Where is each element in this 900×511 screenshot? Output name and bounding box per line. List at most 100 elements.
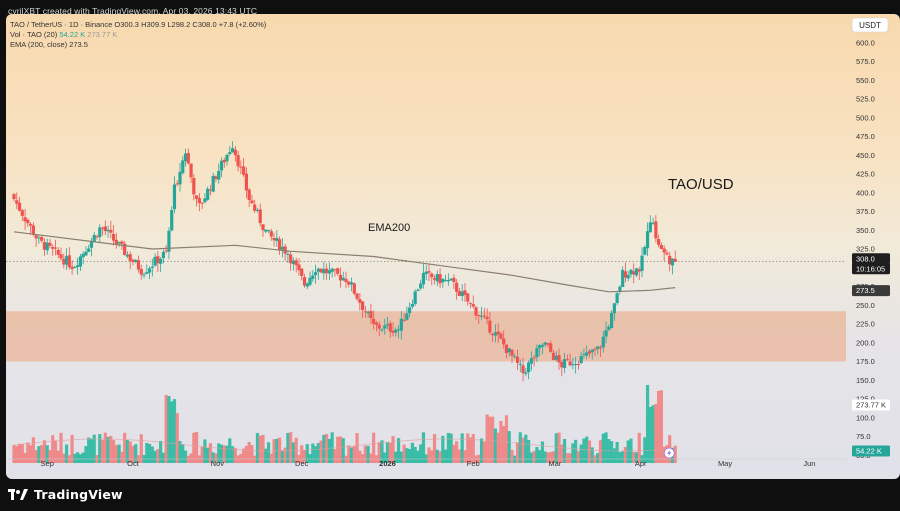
candle-body [601, 336, 605, 348]
volume-bar [576, 451, 580, 463]
currency-button[interactable] [851, 17, 889, 33]
x-tick-label: Mar [548, 459, 561, 468]
candle-body [26, 219, 30, 224]
candle-body [297, 264, 301, 271]
volume-bar [178, 441, 182, 463]
volume-bar [219, 444, 224, 463]
volume-bar [493, 428, 497, 463]
legend-low-label: L [167, 20, 172, 29]
candle-body [585, 352, 589, 356]
candle-body [189, 163, 193, 178]
candle-body [253, 204, 257, 211]
volume-bar [452, 444, 456, 463]
candle-body [385, 324, 390, 326]
volume-bar [347, 445, 351, 463]
volume-bar [255, 433, 260, 463]
volume-bar [239, 453, 243, 463]
volume-bar [302, 449, 307, 463]
candle-body [269, 231, 273, 237]
volume-bar [78, 454, 82, 463]
volume-bar [333, 449, 337, 463]
volume-bar [396, 438, 401, 463]
candle-body [612, 303, 616, 314]
volume-bar [264, 448, 268, 463]
candle-body [527, 362, 531, 373]
ema-badge [852, 285, 890, 297]
volume-bar [34, 450, 38, 463]
legend-ema-line: EMA (200, close) 273.5 [10, 40, 88, 49]
volume-bar [565, 453, 569, 463]
volume-bar [31, 437, 35, 463]
candle-body [576, 364, 580, 366]
volume-bar [634, 452, 639, 463]
candle-body [643, 247, 647, 255]
volume-bar [513, 455, 517, 463]
volume-bar [17, 443, 22, 463]
legend-vol-ma: 273.77 K [87, 30, 118, 39]
x-tick-label: Oct [127, 459, 140, 468]
volume-bar [349, 447, 354, 463]
volume-bar [175, 413, 179, 463]
volume-bar [15, 445, 19, 463]
volume-bar [529, 452, 533, 463]
candle-body [452, 277, 456, 282]
candle-body [239, 166, 243, 168]
candle-body [15, 200, 19, 204]
volume-bar [125, 440, 130, 463]
candle-body [84, 251, 88, 256]
candle-body [311, 275, 315, 279]
candle-body [283, 246, 287, 254]
candle-body [587, 351, 592, 354]
candle-body [380, 329, 384, 331]
candle-body [629, 269, 633, 275]
y-tick-label: 150.0 [856, 376, 875, 385]
y-tick-label: 450.0 [856, 151, 875, 160]
volume-bar [62, 453, 66, 463]
candle-body [98, 227, 102, 238]
volume-bar [37, 446, 41, 463]
vol-badge-text: 54.22 K [856, 447, 882, 456]
volume-bar [131, 445, 135, 463]
candle-body [20, 210, 24, 216]
candle-body [374, 322, 379, 325]
candle-body [518, 363, 522, 365]
currency-button-label[interactable]: USDT [859, 21, 881, 30]
candle-body [219, 160, 224, 171]
volume-bar [203, 439, 207, 463]
volume-bar [551, 451, 556, 463]
volume-bar [26, 442, 30, 463]
candle-body [161, 251, 165, 259]
countdown-badge-text: 10:16:05 [856, 264, 885, 273]
volume-bar [48, 450, 52, 463]
candle-body [336, 268, 340, 274]
volume-bar [521, 437, 525, 463]
volume-bar [214, 453, 218, 463]
candle-body [540, 344, 545, 347]
candle-body [53, 247, 58, 249]
volume-bar [120, 451, 124, 463]
candle-body [203, 198, 207, 203]
volume-bar [208, 443, 213, 463]
chart-svg[interactable]: TAO/USDEMA20050.075.0100.0125.0150.0175.… [6, 14, 900, 479]
candle-body [286, 253, 290, 255]
candle-body [266, 230, 271, 232]
volume-bar [253, 455, 257, 463]
volume-bar [186, 455, 190, 463]
volume-bar [64, 444, 69, 463]
volume-bar [659, 390, 663, 463]
vol-ma-badge-text: 273.77 K [856, 401, 886, 410]
y-tick-label: 425.0 [856, 170, 875, 179]
volume-bar [457, 449, 462, 463]
price-badge [852, 253, 890, 265]
legend-high-value: 309.9 [146, 20, 166, 29]
volume-bar [394, 451, 398, 463]
candle-body [513, 356, 517, 358]
candle-body [665, 252, 669, 255]
volume-bar [571, 443, 575, 463]
price-badge-text: 308.0 [856, 254, 875, 263]
volume-bar [388, 442, 392, 463]
volume-bar [435, 449, 439, 463]
chart-area[interactable]: TAO/USDEMA20050.075.0100.0125.0150.0175.… [6, 14, 900, 479]
candle-body [446, 279, 450, 282]
volume-bar [626, 440, 630, 463]
